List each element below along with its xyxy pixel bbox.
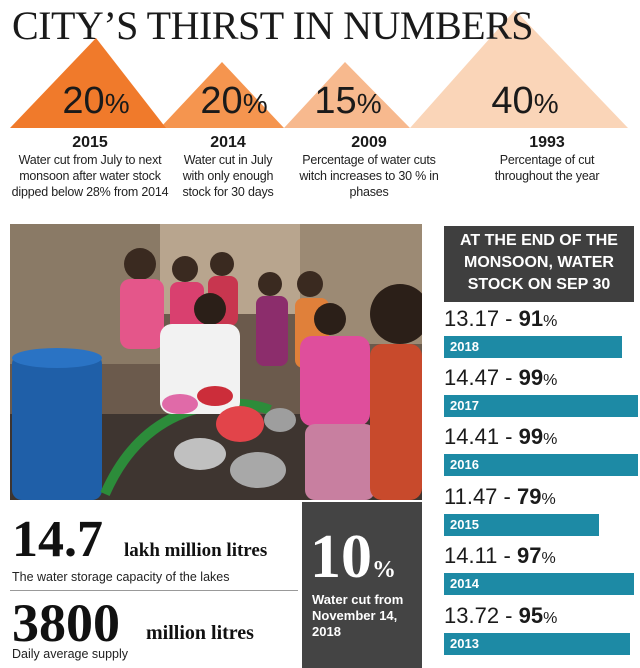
triangle-1993: [410, 10, 628, 128]
triangles-graphic: [10, 10, 628, 128]
stock-year: 2017: [450, 398, 479, 413]
stock-row-2017: 14.47 - 99% 2017: [444, 365, 640, 423]
stock-row-2018: 13.17 - 91% 2018: [444, 306, 640, 364]
stock-row-2016: 14.41 - 99% 2016: [444, 424, 640, 482]
highlight-value-2009: 15%: [314, 80, 382, 122]
stock-year: 2013: [450, 636, 479, 651]
highlight-value-1993: 40%: [491, 80, 559, 122]
stat-year: 1993: [529, 134, 565, 151]
stat-description: Water cut in July with only enough stock…: [182, 153, 274, 199]
stat-2009: 2009 Percentage of water cuts witch incr…: [296, 134, 442, 200]
capacity-caption: The water storage capacity of the lakes: [12, 570, 230, 584]
supply-caption: Daily average supply: [12, 647, 129, 661]
capacity-value: 14.7: [12, 511, 103, 568]
highlight-value-2015: 20%: [62, 80, 130, 122]
stock-value: 11.47 - 79%: [444, 484, 556, 509]
stock-year: 2018: [450, 339, 479, 354]
water-cut-value: 10%: [310, 523, 396, 591]
highlight-value-2014: 20%: [200, 80, 268, 122]
stock-bar: 2014: [444, 573, 634, 595]
stat-description: Water cut from July to next monsoon afte…: [11, 153, 169, 199]
stat-year: 2015: [72, 134, 108, 151]
stat-description: Percentage of cut throughout the year: [494, 153, 600, 183]
capacity-unit: lakh million litres: [124, 540, 268, 561]
stock-bar: 2017: [444, 395, 638, 417]
stock-value: 14.11 - 97%: [444, 543, 556, 568]
stat-2014: 2014 Water cut in July with only enough …: [172, 134, 284, 200]
stat-1993: 1993 Percentage of cut throughout the ye…: [474, 134, 620, 184]
triangle-2014: [160, 62, 284, 128]
stock-value: 13.17 - 91%: [444, 306, 558, 331]
stock-bar: 2015: [444, 514, 599, 536]
triangle-2009: [284, 62, 410, 128]
stock-bar: 2016: [444, 454, 638, 476]
stock-year: 2015: [450, 517, 479, 532]
triangle-2015: [10, 38, 166, 128]
infographic-title: CITY’S THIRST IN NUMBERS: [12, 3, 534, 48]
water-queue-photo: [10, 224, 422, 500]
stat-year: 2014: [210, 134, 246, 151]
stat-year: 2009: [351, 134, 387, 151]
stock-bar: 2018: [444, 336, 622, 358]
stock-bar: 2013: [444, 633, 630, 655]
supply-unit: million litres: [146, 622, 254, 644]
stat-2015: 2015 Water cut from July to next monsoon…: [10, 134, 170, 200]
stock-year: 2014: [450, 576, 479, 591]
stock-value: 14.41 - 99%: [444, 424, 558, 449]
divider: [10, 590, 298, 591]
stock-row-2014: 14.11 - 97% 2014: [444, 543, 640, 601]
water-cut-box: 10% Water cut from November 14, 2018: [302, 502, 422, 668]
stock-year: 2016: [450, 457, 479, 472]
stock-row-2015: 11.47 - 79% 2015: [444, 484, 640, 542]
stat-description: Percentage of water cuts witch increases…: [299, 153, 439, 199]
stock-panel-heading: AT THE END OF THE MONSOON, WATER STOCK O…: [444, 226, 634, 302]
stock-value: 14.47 - 99%: [444, 365, 558, 390]
supply-value: 3800: [12, 593, 120, 653]
water-cut-caption: Water cut from November 14, 2018: [312, 592, 404, 639]
stock-row-2013: 13.72 - 95% 2013: [444, 603, 640, 661]
stock-value: 13.72 - 95%: [444, 603, 558, 628]
